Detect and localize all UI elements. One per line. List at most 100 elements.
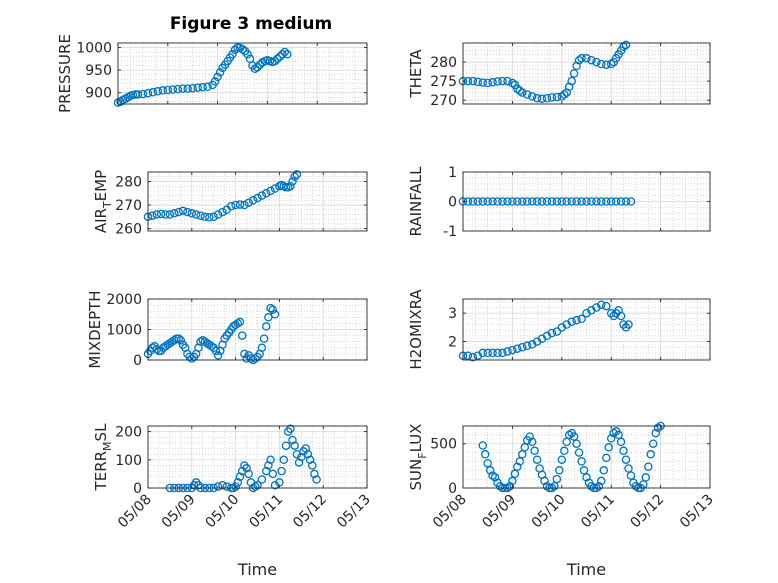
data-point	[503, 76, 512, 86]
data-point	[621, 455, 631, 464]
data-point	[485, 466, 495, 475]
data-point	[483, 78, 492, 88]
data-point	[233, 478, 243, 487]
y-tick-label: 1000	[106, 323, 142, 339]
data-point	[527, 437, 537, 447]
data-point	[616, 311, 626, 321]
data-point	[542, 94, 552, 103]
subplot-h2omixra: 2 3 H2OMIXRA	[407, 289, 711, 370]
data-point	[226, 201, 236, 211]
data-point	[198, 83, 207, 92]
y-axis-label-main: RAINFALL	[407, 166, 425, 237]
data-point	[518, 342, 527, 352]
data-point	[557, 455, 567, 464]
data-point	[527, 197, 537, 206]
data-point	[240, 349, 249, 359]
data-point	[611, 197, 621, 206]
data-point	[238, 45, 247, 54]
y-axis-label-suffix: SL	[92, 423, 110, 442]
y-tick-label: 500	[430, 437, 457, 453]
data-point	[503, 197, 512, 206]
data-point	[599, 466, 609, 475]
x-tick-label: 05/08	[115, 492, 155, 532]
data-point	[648, 439, 658, 448]
x-tick-label: 05/11	[578, 492, 618, 532]
data-point	[582, 197, 591, 206]
data-point	[606, 197, 616, 206]
data-point	[582, 473, 591, 482]
data-point	[540, 476, 549, 486]
data-point	[259, 334, 269, 343]
data-point	[244, 469, 253, 479]
data-point	[562, 197, 571, 206]
data-point	[651, 428, 660, 438]
data-point	[266, 455, 275, 465]
data-point	[646, 450, 655, 459]
data-point	[508, 78, 517, 88]
data-point	[478, 197, 488, 206]
data-point	[165, 210, 175, 219]
data-point	[170, 335, 179, 345]
data-point	[473, 77, 483, 87]
y-tick-label: 100	[115, 453, 142, 469]
data-point	[178, 84, 187, 93]
data-point	[493, 348, 502, 358]
data-point	[281, 441, 291, 450]
data-point	[240, 200, 249, 210]
data-point	[235, 200, 245, 209]
data-point	[178, 206, 188, 216]
data-point	[253, 193, 262, 203]
data-point	[191, 210, 201, 219]
y-axis-label-subscript: M	[101, 441, 114, 451]
x-tick-label: 05/13	[334, 492, 374, 532]
data-point	[592, 197, 601, 206]
data-point	[552, 327, 562, 336]
data-point	[209, 212, 218, 222]
y-tick-label: 270	[430, 93, 457, 109]
data-point	[133, 90, 143, 99]
x-tick-label: 05/13	[677, 492, 717, 532]
y-axis-label-suffix: EMP	[92, 170, 110, 201]
data-point	[174, 334, 183, 343]
data-point	[205, 213, 214, 222]
data-point	[231, 482, 240, 491]
data-point	[163, 85, 173, 95]
axes-box	[147, 425, 368, 489]
data-point	[257, 191, 267, 200]
data-point	[183, 84, 192, 93]
y-axis-label: H2OMIXRA	[407, 289, 425, 370]
data-point	[242, 464, 251, 473]
y-axis-label: RAINFALL	[407, 166, 425, 237]
data-point	[478, 78, 488, 87]
y-axis-label-main: THETA	[407, 49, 425, 99]
data-point	[244, 198, 253, 207]
data-point	[183, 207, 192, 217]
data-point	[270, 480, 280, 490]
data-point	[488, 197, 497, 206]
data-point	[572, 439, 581, 448]
data-point	[518, 197, 527, 206]
data-point	[148, 211, 157, 220]
data-point	[498, 197, 507, 206]
data-point	[515, 457, 525, 466]
data-point	[148, 88, 158, 97]
data-point	[213, 482, 223, 491]
data-point	[560, 90, 569, 99]
x-tick-label: 05/10	[529, 492, 569, 532]
data-point	[577, 197, 586, 206]
data-point	[207, 342, 216, 351]
data-point	[587, 55, 596, 65]
y-axis-label: SUNFLUX	[407, 424, 429, 491]
data-point	[552, 197, 562, 206]
data-point	[270, 56, 280, 66]
data-point	[290, 172, 299, 181]
x-tick-label: 05/10	[203, 492, 243, 532]
data-point	[266, 303, 275, 313]
data-point	[621, 197, 631, 206]
data-point	[616, 437, 626, 447]
data-point	[522, 90, 532, 99]
data-point	[641, 473, 651, 482]
data-point	[560, 446, 569, 456]
